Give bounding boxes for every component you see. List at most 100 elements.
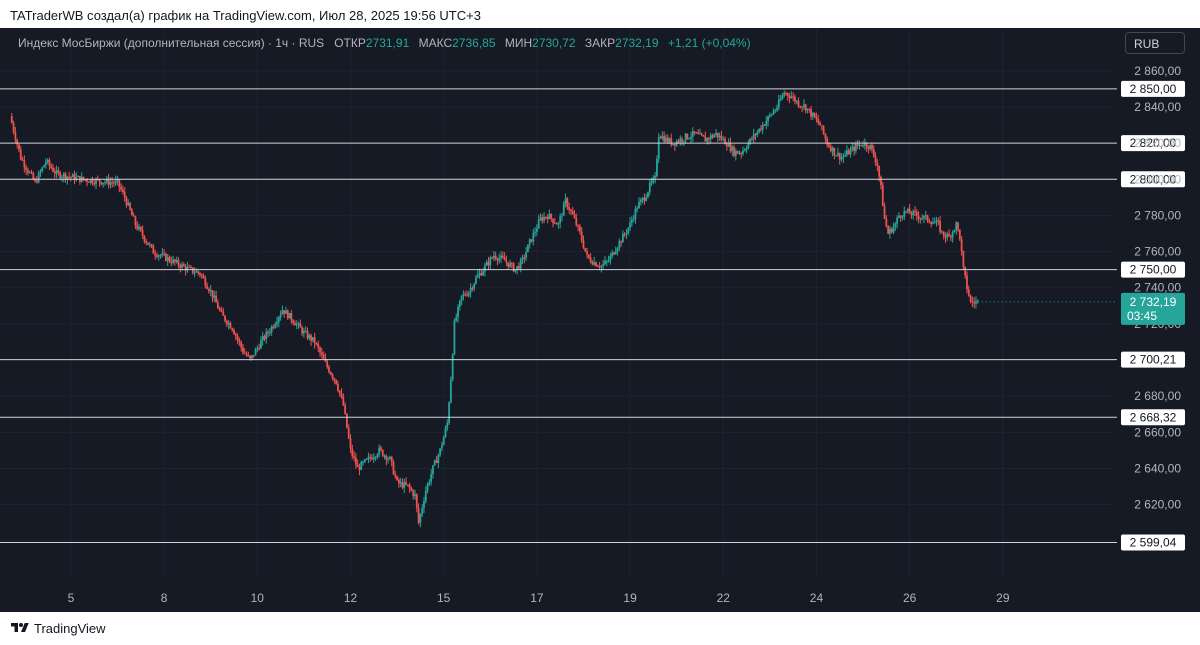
change-value: +1,21 (+0,04%) <box>667 36 751 50</box>
x-axis-tick-label: 5 <box>68 591 75 605</box>
candle-body <box>668 138 671 143</box>
candle-body <box>326 361 329 367</box>
candle-body <box>846 150 848 155</box>
candle-body <box>426 483 429 491</box>
candle-body <box>272 326 275 328</box>
level-price-label-bg <box>1121 261 1185 278</box>
candle-body <box>193 272 196 274</box>
candle-body <box>489 257 492 266</box>
candle-body <box>958 229 961 240</box>
candle-body <box>52 167 54 172</box>
candle-body <box>912 211 915 216</box>
candle-body <box>396 476 398 480</box>
candle-body <box>808 108 811 110</box>
level-price-label-bg <box>1121 135 1185 152</box>
candle-body <box>229 323 232 329</box>
level-price-label-bg <box>1121 409 1185 426</box>
y-axis-tick-label: 2 840,00 <box>1134 100 1181 114</box>
candle-body <box>733 146 735 156</box>
level-price-label: 2 700,21 <box>1130 353 1177 367</box>
candle-body <box>389 456 391 459</box>
candle-body <box>684 133 687 141</box>
candle-body <box>251 355 253 359</box>
candle-body <box>872 149 875 157</box>
candle-body <box>111 182 114 184</box>
level-price-label: 2 850,00 <box>1130 82 1177 96</box>
candle-body <box>935 220 938 223</box>
candle-body <box>439 448 442 456</box>
candle-body <box>360 461 363 470</box>
candle-body <box>297 323 300 325</box>
candle-body <box>173 259 176 262</box>
candle-body <box>394 474 397 477</box>
chart-panel[interactable]: 2 850,00 2 820,00 2 800,00 2 750,00 2 700,21… <box>0 28 1200 612</box>
y-axis-tick-label: 2 820,00 <box>1134 136 1181 150</box>
candle-body <box>969 295 972 302</box>
candle-body <box>720 135 723 140</box>
candle-body <box>16 139 19 145</box>
candle-body <box>457 306 459 318</box>
candle-body <box>279 314 282 318</box>
candle-body <box>249 355 252 359</box>
candle-body <box>451 354 454 380</box>
candle-body <box>679 138 682 143</box>
candle-body <box>734 151 737 156</box>
candle-body <box>964 266 967 276</box>
candle-body <box>767 116 769 122</box>
candle-body <box>362 461 364 463</box>
candle-body <box>722 138 725 140</box>
candle-body <box>442 436 445 446</box>
candle-body <box>955 222 958 231</box>
open-value: 2731,91 <box>365 36 410 50</box>
candle-body <box>949 236 952 238</box>
candle-body <box>587 254 590 258</box>
x-axis-tick-label: 26 <box>903 591 917 605</box>
candle-body <box>93 183 96 185</box>
candle-body <box>285 310 287 314</box>
candle-body <box>835 155 838 157</box>
candle-body <box>453 320 456 355</box>
candle-body <box>659 136 662 139</box>
candle-body <box>344 405 347 414</box>
candle-body <box>290 313 293 321</box>
candle-body <box>917 215 920 219</box>
candle-body <box>546 217 549 219</box>
candle-body <box>786 93 789 96</box>
candle-body <box>475 277 477 284</box>
candle-body <box>10 116 13 124</box>
candle-body <box>143 235 146 242</box>
candle-body <box>557 223 560 225</box>
candle-body <box>770 114 773 116</box>
candle-body <box>781 95 784 100</box>
currency-selector[interactable]: RUB <box>1125 32 1185 54</box>
candle-body <box>528 239 531 245</box>
candle-body <box>962 251 965 267</box>
level-price-label: 2 820,00 <box>1130 136 1177 150</box>
candle-body <box>763 124 766 126</box>
candle-body <box>234 334 237 336</box>
candle-body <box>401 482 404 488</box>
price-chart[interactable]: 2 850,00 2 820,00 2 800,00 2 750,00 2 700,21… <box>0 28 1200 612</box>
candle-body <box>473 283 476 289</box>
candle-body <box>417 507 420 523</box>
candle-body <box>498 258 501 261</box>
candle-body <box>908 208 911 214</box>
candle-body <box>860 144 863 146</box>
candle-body <box>738 153 741 155</box>
candle-body <box>197 271 200 273</box>
x-axis-tick-label: 19 <box>623 591 637 605</box>
candle-body <box>906 208 909 212</box>
candle-body <box>301 327 304 334</box>
candle-body <box>820 125 823 127</box>
open-label: ОТКР <box>334 36 366 50</box>
candle-body <box>270 326 273 333</box>
candle-body <box>424 490 427 502</box>
candle-body <box>953 230 956 232</box>
candle-body <box>604 260 606 265</box>
candle-body <box>677 141 680 143</box>
candle-body <box>25 167 28 170</box>
candle-body <box>910 213 913 216</box>
candle-body <box>611 252 614 257</box>
candle-body <box>856 144 859 146</box>
x-axis-tick-label: 24 <box>810 591 824 605</box>
